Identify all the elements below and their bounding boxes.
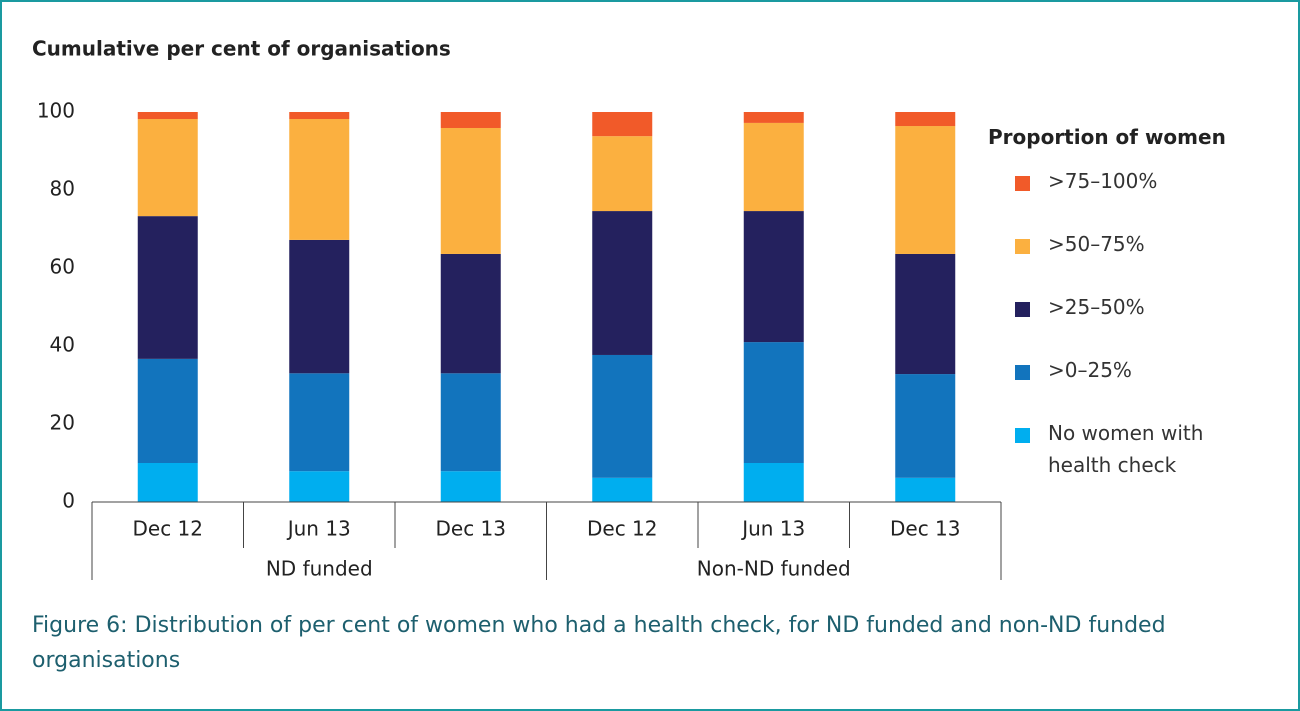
legend-swatch bbox=[1015, 365, 1030, 380]
bar-segment bbox=[289, 239, 350, 374]
bar-segment bbox=[440, 471, 501, 502]
bar-segment bbox=[743, 463, 804, 502]
bar-segment bbox=[743, 112, 804, 123]
bar-segment bbox=[743, 211, 804, 343]
bar-segment bbox=[895, 253, 956, 375]
caption: Figure 6: Distribution of per cent of wo… bbox=[32, 613, 1166, 673]
legend-swatch bbox=[1015, 176, 1030, 191]
bar-segment bbox=[440, 253, 501, 374]
legend-swatch bbox=[1015, 302, 1030, 317]
x-tick-label: Dec 13 bbox=[435, 517, 506, 541]
bar-segment bbox=[592, 354, 653, 478]
bar-segment bbox=[137, 463, 198, 502]
bar-segment bbox=[592, 136, 653, 212]
legend-label: >25–50% bbox=[1048, 295, 1145, 319]
legend-item: >50–75% bbox=[988, 232, 1288, 297]
x-tick-label: Dec 12 bbox=[587, 517, 658, 541]
bar-segment bbox=[592, 477, 653, 502]
bar-segment bbox=[440, 112, 501, 128]
bar-segment bbox=[137, 119, 198, 217]
bar-segment bbox=[895, 477, 956, 502]
legend-label: No women with health check bbox=[1048, 421, 1204, 477]
bar-segment bbox=[289, 112, 350, 120]
group-label: ND funded bbox=[266, 557, 373, 581]
bar-segment bbox=[895, 374, 956, 478]
bar-segment bbox=[440, 373, 501, 472]
bar-segment bbox=[743, 122, 804, 212]
legend-swatch bbox=[1015, 428, 1030, 443]
legend-label: >75–100% bbox=[1048, 169, 1158, 193]
legend-label: >0–25% bbox=[1048, 358, 1132, 382]
y-tick-label: 20 bbox=[50, 411, 75, 435]
group-label: Non-ND funded bbox=[697, 557, 851, 581]
legend-item: No women with health check bbox=[988, 421, 1288, 486]
x-tick-label: Jun 13 bbox=[740, 517, 805, 541]
bar-segment bbox=[592, 211, 653, 355]
legend-item: >25–50% bbox=[988, 295, 1288, 360]
y-tick-label: 0 bbox=[62, 489, 75, 513]
bar-segment bbox=[592, 112, 653, 137]
legend-title: Proportion of women bbox=[988, 125, 1226, 149]
legend-item: >75–100% bbox=[988, 169, 1288, 234]
bar-segment bbox=[743, 342, 804, 463]
legend-label: >50–75% bbox=[1048, 232, 1145, 256]
chart-title: Cumulative per cent of organisations bbox=[32, 37, 451, 61]
x-tick-label: Jun 13 bbox=[286, 517, 351, 541]
bar-segment bbox=[137, 358, 198, 463]
y-tick-label: 60 bbox=[50, 255, 75, 279]
y-tick-label: 80 bbox=[50, 177, 75, 201]
y-tick-label: 100 bbox=[37, 99, 75, 123]
bar-segment bbox=[289, 471, 350, 502]
bar-segment bbox=[137, 216, 198, 359]
x-tick-label: Dec 12 bbox=[132, 517, 203, 541]
bar-segment bbox=[440, 127, 501, 254]
bar-segment bbox=[137, 112, 198, 120]
bar-segment bbox=[289, 119, 350, 240]
bar-segment bbox=[895, 126, 956, 254]
y-tick-label: 40 bbox=[50, 333, 75, 357]
legend: Proportion of women >75–100% >50–75% >25–5… bbox=[988, 125, 1288, 486]
x-tick-label: Dec 13 bbox=[890, 517, 961, 541]
legend-item: >0–25% bbox=[988, 358, 1288, 423]
bar-segment bbox=[895, 112, 956, 127]
bar-segment bbox=[289, 373, 350, 472]
legend-swatch bbox=[1015, 239, 1030, 254]
